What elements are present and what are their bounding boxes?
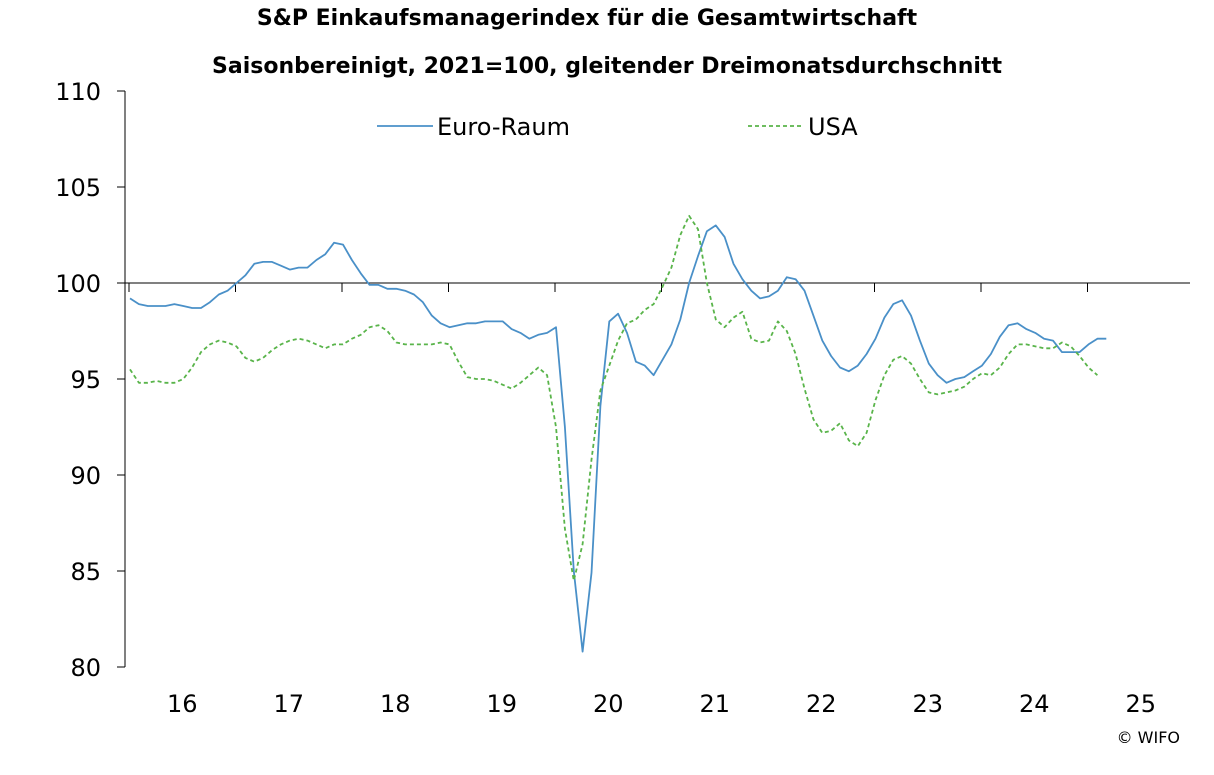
x-tick-label: 22 bbox=[806, 690, 837, 718]
x-tick-label: 24 bbox=[1019, 690, 1050, 718]
legend-label-euro-raum: Euro-Raum bbox=[437, 113, 570, 141]
x-tick-label: 16 bbox=[167, 690, 198, 718]
y-tick-label: 110 bbox=[55, 78, 101, 106]
y-tick-label: 80 bbox=[70, 654, 101, 682]
series-line-euro-raum bbox=[129, 224, 1107, 653]
x-tick-label: 20 bbox=[593, 690, 624, 718]
series-line-usa bbox=[129, 214, 1098, 582]
legend-label-usa: USA bbox=[808, 113, 858, 141]
y-tick-label: 105 bbox=[55, 174, 101, 202]
y-tick-label: 90 bbox=[70, 462, 101, 490]
chart-title: S&P Einkaufsmanagerindex für die Gesamtw… bbox=[256, 6, 918, 31]
x-tick-label: 25 bbox=[1125, 690, 1156, 718]
y-tick-label: 100 bbox=[55, 270, 101, 298]
x-tick-label: 18 bbox=[380, 690, 411, 718]
x-tick-label: 19 bbox=[486, 690, 517, 718]
copyright-label: © WIFO bbox=[1116, 728, 1180, 747]
chart-subtitle: Saisonbereinigt, 2021=100, gleitender Dr… bbox=[212, 54, 1002, 79]
x-tick-label: 23 bbox=[912, 690, 943, 718]
y-tick-label: 95 bbox=[70, 366, 101, 394]
y-tick-label: 85 bbox=[70, 558, 101, 586]
x-tick-label: 17 bbox=[273, 690, 304, 718]
x-tick-label: 21 bbox=[699, 690, 730, 718]
